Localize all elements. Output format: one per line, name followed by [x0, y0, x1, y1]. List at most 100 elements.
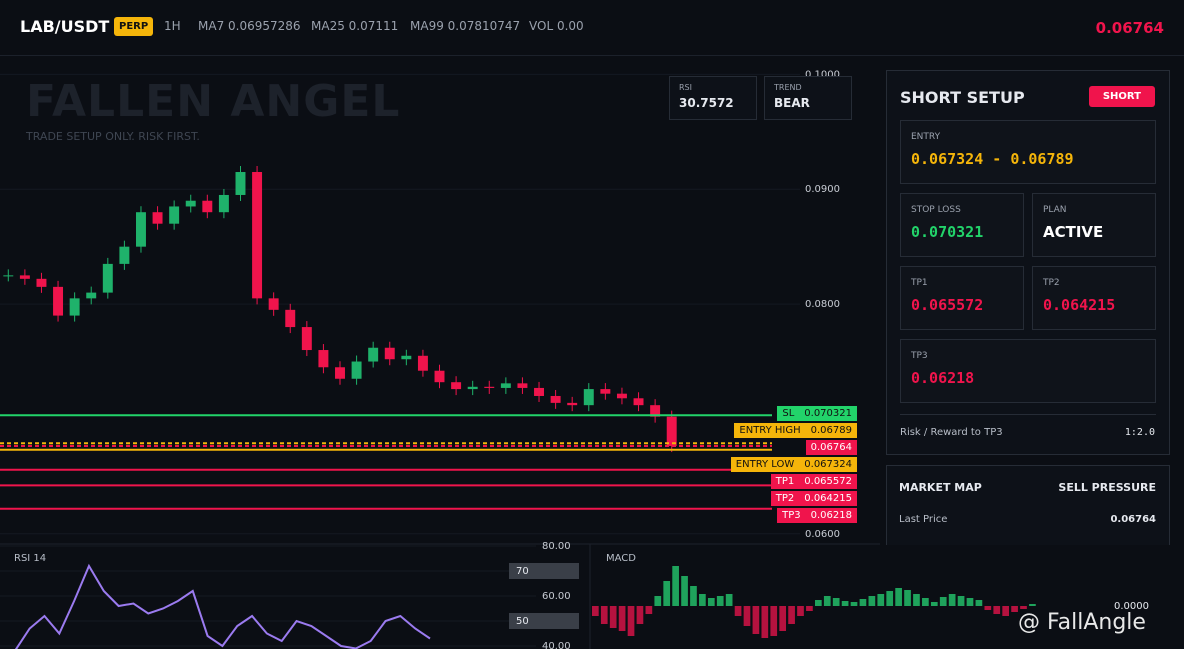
- macd-bar: [636, 606, 644, 624]
- level-box: [509, 613, 579, 629]
- entry-card: ENTRY 0.067324 - 0.06789: [900, 120, 1156, 184]
- level-text: 0.070321: [804, 408, 852, 419]
- candle: [600, 389, 611, 394]
- value: 0.064215: [1043, 296, 1116, 314]
- y-tick-label: 0.0000: [1114, 601, 1149, 612]
- candle: [666, 416, 677, 447]
- market-map: MARKET MAP SELL PRESSURE Last Price 0.06…: [886, 465, 1170, 545]
- rr-value: 1:2.0: [1124, 427, 1155, 438]
- value: ACTIVE: [1043, 223, 1104, 241]
- candle: [434, 370, 445, 383]
- label: TP2: [1043, 278, 1060, 288]
- level-text: 0.067324: [804, 459, 852, 470]
- setup-title: SHORT SETUP: [900, 88, 1025, 107]
- macd-bar: [904, 590, 911, 606]
- stop-card: STOP LOSS 0.070321: [900, 193, 1024, 257]
- candle: [53, 286, 64, 316]
- last-price-value: 0.06764: [1110, 514, 1156, 525]
- level-text: 0.06764: [810, 442, 852, 453]
- value: 0.070321: [911, 223, 984, 241]
- level-text: TP1: [775, 476, 795, 487]
- candle: [401, 355, 412, 360]
- value: 0.06218: [911, 369, 975, 387]
- macd-bar: [663, 581, 671, 606]
- macd-bar: [1020, 606, 1027, 609]
- market-status: SELL PRESSURE: [1058, 481, 1156, 494]
- candle: [86, 292, 97, 299]
- interval[interactable]: 1H: [164, 19, 181, 33]
- macd-bar: [1011, 606, 1018, 612]
- level-label: SL 0.070321: [777, 406, 857, 421]
- macd-title: MACD: [606, 553, 636, 564]
- top-bar: LAB/USDT PERP 1H MA7 0.06957286 MA25 0.0…: [0, 0, 1184, 56]
- level-label: TP3 0.06218: [777, 508, 857, 523]
- macd-bar: [957, 596, 965, 606]
- candle: [650, 405, 661, 417]
- ma25: MA25 0.07111: [311, 19, 399, 33]
- level-label: 0.06764: [805, 440, 857, 455]
- last-price: 0.06764: [1095, 19, 1164, 37]
- candle: [218, 194, 229, 213]
- divider: [900, 414, 1156, 415]
- label: ENTRY: [911, 132, 941, 142]
- candle: [252, 172, 263, 299]
- candle: [169, 206, 180, 224]
- macd-bar: [672, 566, 679, 606]
- candle: [550, 395, 561, 403]
- macd-bar: [788, 606, 795, 624]
- level-label: 50: [516, 616, 529, 627]
- candle: [517, 383, 528, 388]
- candle: [451, 382, 462, 390]
- macd-bar: [832, 598, 840, 606]
- ma99: MA99 0.07810747: [410, 19, 521, 33]
- rr-label: Risk / Reward to TP3: [900, 427, 1003, 438]
- macd-bar: [913, 594, 920, 606]
- level-text: SL: [782, 408, 795, 419]
- level-text: ENTRY LOW: [735, 459, 795, 470]
- watermark-subtitle: TRADE SETUP ONLY. RISK FIRST.: [26, 130, 200, 143]
- level-text: 0.06218: [810, 510, 852, 521]
- short-badge[interactable]: SHORT: [1088, 86, 1155, 107]
- y-tick-label: 0.0800: [805, 299, 840, 310]
- y-tick-label: 60.00: [542, 591, 571, 602]
- macd-bar: [868, 596, 876, 606]
- macd-bar: [930, 602, 938, 606]
- badge: PERP: [114, 17, 154, 36]
- candle: [119, 246, 130, 264]
- macd-bar: [993, 606, 1001, 614]
- candle: [301, 327, 312, 351]
- macd-bar: [725, 594, 733, 606]
- macd-bar: [681, 576, 688, 606]
- plan-card: PLAN ACTIVE: [1032, 193, 1156, 257]
- macd-bar: [609, 606, 617, 628]
- ma7: MA7 0.06957286: [198, 19, 301, 33]
- candle: [335, 367, 345, 379]
- macd-bar: [806, 606, 813, 611]
- level-text: TP3: [782, 510, 801, 521]
- candle: [185, 200, 196, 207]
- rsi-title: RSI 14: [14, 553, 47, 564]
- candle: [534, 387, 544, 396]
- macd-bar: [592, 606, 599, 616]
- tp1-card: TP1 0.065572: [900, 266, 1024, 330]
- value: 0.067324 - 0.06789: [911, 150, 1074, 168]
- candle: [102, 263, 113, 293]
- macd-bar: [761, 606, 769, 638]
- macd-bar: [823, 596, 831, 606]
- macd-bar: [1029, 604, 1036, 606]
- volume: VOL 0.00: [529, 19, 584, 33]
- label: STOP LOSS: [911, 205, 961, 215]
- label: TP3: [911, 351, 928, 361]
- macd-bar: [877, 594, 885, 606]
- level-box: [509, 563, 579, 579]
- level-text: 0.06789: [810, 425, 852, 436]
- candle: [285, 309, 296, 328]
- candle: [19, 275, 30, 279]
- macd-bar: [1002, 606, 1010, 616]
- candle: [467, 386, 478, 390]
- rsi-line: [14, 563, 431, 649]
- candle: [268, 298, 279, 310]
- macd-bar: [600, 606, 608, 624]
- symbol[interactable]: LAB/USDT: [20, 17, 110, 36]
